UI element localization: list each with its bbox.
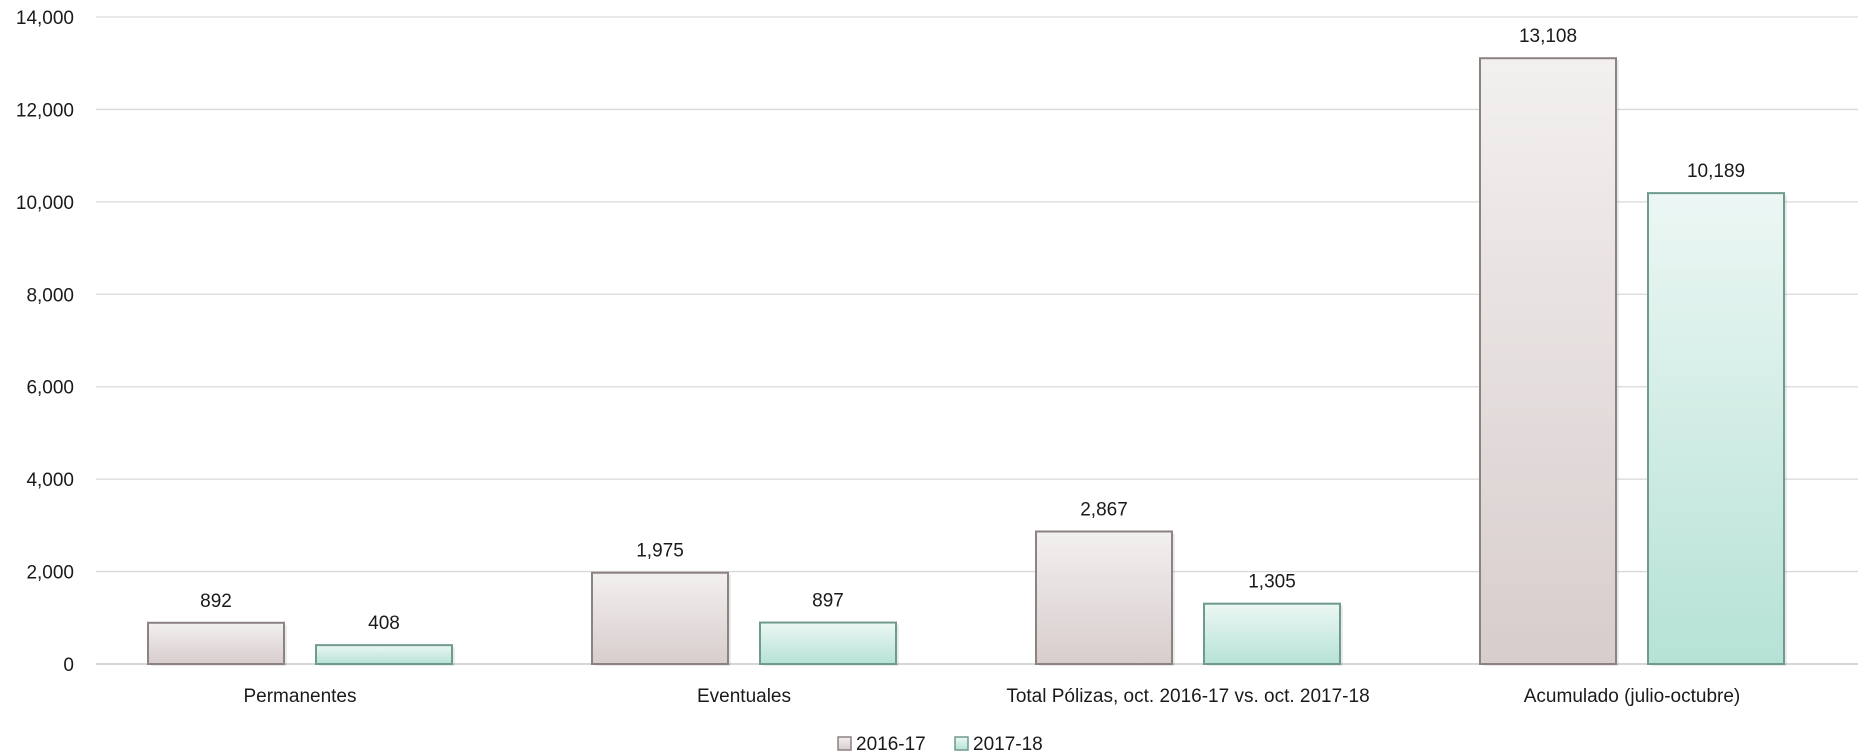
x-axis-category-labels: Permanentes Eventuales Total Pólizas, oct.… <box>243 686 1740 707</box>
legend: 2016-17 2017-18 <box>837 734 1043 755</box>
legend-label: 2017-18 <box>973 734 1043 755</box>
legend-swatch-2016-17 <box>837 736 852 751</box>
bar-2016-17-4 <box>1479 57 1617 665</box>
x-category-label: Permanentes <box>243 686 356 707</box>
data-label: 2,867 <box>1080 500 1128 521</box>
y-tick-label: 4,000 <box>26 470 74 491</box>
y-axis-tick-labels: 0 2,000 4,000 6,000 8,000 10,000 12,000 14,000 <box>16 8 74 676</box>
y-tick-label: 14,000 <box>16 8 74 29</box>
bar-2016-17-3 <box>1035 530 1173 666</box>
x-category-label: Eventuales <box>697 686 791 707</box>
x-category-label: Total Pólizas, oct. 2016-17 vs. oct. 201… <box>1006 686 1369 707</box>
legend-label: 2016-17 <box>856 734 926 755</box>
y-tick-label: 2,000 <box>26 563 74 584</box>
gridlines <box>96 16 1858 665</box>
data-label: 408 <box>368 613 400 634</box>
bar-2017-18-2 <box>759 621 897 665</box>
y-tick-label: 10,000 <box>16 193 74 214</box>
bar-2016-17-1 <box>147 621 285 665</box>
y-tick-label: 12,000 <box>16 100 74 121</box>
bars <box>147 57 1787 666</box>
x-category-label: Acumulado (julio-octubre) <box>1524 686 1741 707</box>
y-tick-label: 6,000 <box>26 378 74 399</box>
bar-2016-17-2 <box>591 571 729 666</box>
data-labels: 892 408 1,975 897 2,867 1,305 13,108 10,189 <box>200 26 1745 634</box>
data-label: 1,305 <box>1248 572 1296 593</box>
data-label: 10,189 <box>1687 161 1745 182</box>
data-label: 897 <box>812 591 844 612</box>
y-tick-label: 0 <box>63 655 74 676</box>
bar-2017-18-1 <box>315 644 453 666</box>
data-label: 13,108 <box>1519 26 1577 47</box>
bar-2017-18-3 <box>1203 602 1341 666</box>
data-label: 892 <box>200 591 232 612</box>
data-label: 1,975 <box>636 541 684 562</box>
legend-swatch-2017-18 <box>954 736 969 751</box>
y-tick-label: 8,000 <box>26 285 74 306</box>
bar-2017-18-4 <box>1647 192 1785 665</box>
